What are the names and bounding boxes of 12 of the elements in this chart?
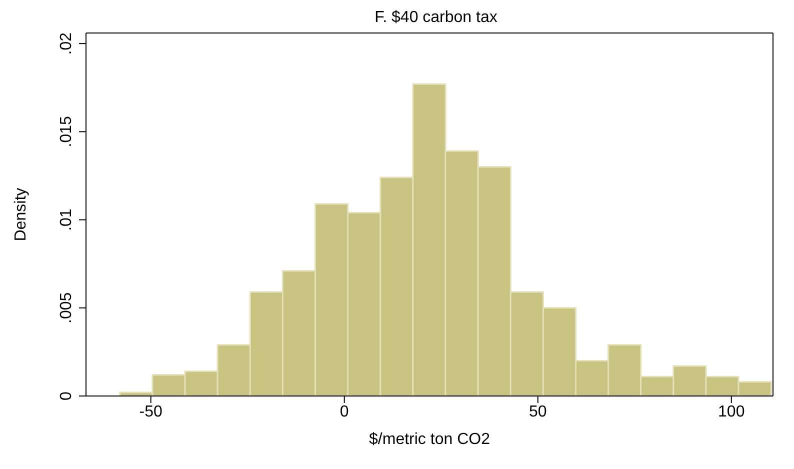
x-tick-label: 100 <box>718 403 745 420</box>
y-tick-label: .005 <box>58 292 75 324</box>
x-tick-label: 50 <box>528 403 547 420</box>
x-tick-label: 0 <box>340 403 349 420</box>
y-tick-label: .015 <box>58 116 75 148</box>
y-tick-label: .01 <box>58 208 75 231</box>
chart-title: F. $40 carbon tax <box>374 8 498 28</box>
y-tick-label: 0 <box>58 391 75 400</box>
x-axis-title: $/metric ton CO2 <box>369 431 490 448</box>
x-tick-label: -50 <box>139 403 162 420</box>
y-tick-label: .02 <box>58 32 75 55</box>
y-axis-title: Density <box>12 188 30 242</box>
